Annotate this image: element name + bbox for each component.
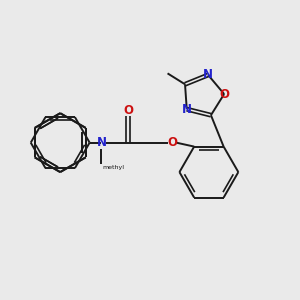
Text: O: O (219, 88, 229, 100)
Text: methyl: methyl (103, 165, 124, 170)
Text: N: N (96, 136, 106, 149)
Text: N: N (182, 103, 192, 116)
Text: O: O (123, 104, 133, 117)
Text: O: O (167, 136, 177, 149)
Text: N: N (203, 68, 213, 82)
